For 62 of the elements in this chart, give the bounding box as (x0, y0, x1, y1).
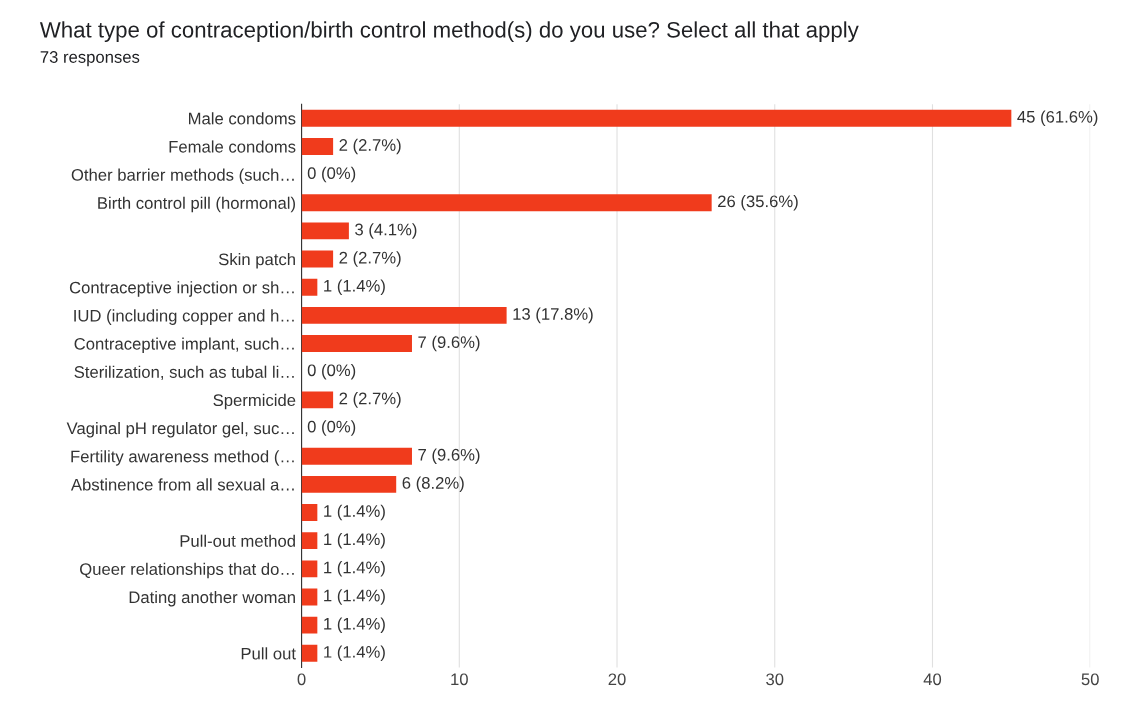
data-label: 26 (35.6%) (718, 194, 798, 211)
x-tick-label: 30 (766, 673, 784, 686)
bar (301, 250, 334, 268)
y-tick-label: Pull out (241, 647, 296, 660)
y-tick-label: Queer relationships that do… (80, 562, 294, 579)
y-tick-label: IUD (including copper and h… (74, 309, 294, 325)
data-label: 7 (9.6%) (418, 448, 480, 464)
x-tick-label: 0 (297, 673, 306, 686)
data-label: 1 (1.4%) (324, 645, 385, 662)
data-label: 0 (0%) (307, 363, 356, 380)
data-label: 1 (1.4%) (324, 561, 385, 577)
y-tick-label: Contraceptive implant, such… (74, 337, 294, 354)
bar (301, 616, 318, 634)
bar (301, 109, 1012, 127)
y-tick-label: Vaginal pH regulator gel, suc… (66, 421, 294, 438)
y-tick-label: Spermicide (213, 393, 296, 410)
y-tick-label: Fertility awareness method (… (71, 450, 294, 466)
chart-title: What type of contraception/birth control method(s) do you use? Select all that apply (39, 21, 859, 43)
data-label: 2 (2.7%) (339, 138, 401, 155)
data-label: 45 (61.6%) (1017, 110, 1098, 127)
y-tick-label: Male condoms (189, 112, 296, 125)
bar (301, 278, 318, 296)
data-label: 1 (1.4%) (324, 504, 385, 521)
data-label: 1 (1.4%) (324, 532, 385, 549)
data-label: 0 (0%) (307, 420, 356, 436)
y-tick-label: Other barrier methods (such… (71, 168, 294, 185)
y-tick-label: Birth control pill (hormonal) (98, 196, 295, 213)
bar (301, 306, 507, 324)
data-label: 13 (17.8%) (513, 307, 593, 324)
y-tick-label: Female condoms (169, 140, 296, 153)
text: 73 responses (40, 51, 140, 67)
bar (301, 137, 334, 155)
y-tick-label: Abstinence from all sexual a… (70, 478, 294, 491)
bar (301, 475, 397, 493)
bar (301, 532, 318, 550)
data-label: 2 (2.7%) (339, 392, 401, 408)
y-tick-label: Contraceptive injection or sh… (69, 281, 294, 297)
x-tick-label: 10 (451, 673, 468, 686)
y-tick-label: Pull-out method (180, 534, 295, 547)
bar (301, 335, 412, 352)
data-label: 7 (9.6%) (418, 335, 480, 352)
data-label: 3 (4.1%) (355, 223, 417, 239)
x-tick-label: 50 (1081, 673, 1099, 686)
bar (301, 560, 318, 578)
data-label: 1 (1.4%) (324, 617, 385, 633)
bar (301, 504, 318, 521)
y-tick-label: Dating another woman (129, 590, 295, 607)
data-label: 1 (1.4%) (324, 589, 385, 605)
bar (301, 644, 318, 662)
y-tick-label: Sterilization, such as tubal li… (74, 365, 294, 380)
y-tick-label: Skin patch (218, 253, 295, 269)
data-label: 1 (1.4%) (324, 279, 385, 295)
bar (301, 588, 318, 606)
bar (301, 194, 712, 212)
x-tick-label: 20 (608, 673, 626, 686)
bar (301, 222, 349, 240)
data-label: 6 (8.2%) (402, 476, 464, 493)
data-label: 0 (0%) (307, 166, 356, 183)
x-tick-label: 40 (923, 673, 942, 686)
data-label: 2 (2.7%) (339, 251, 401, 267)
bar (301, 447, 412, 465)
bar (301, 391, 334, 409)
